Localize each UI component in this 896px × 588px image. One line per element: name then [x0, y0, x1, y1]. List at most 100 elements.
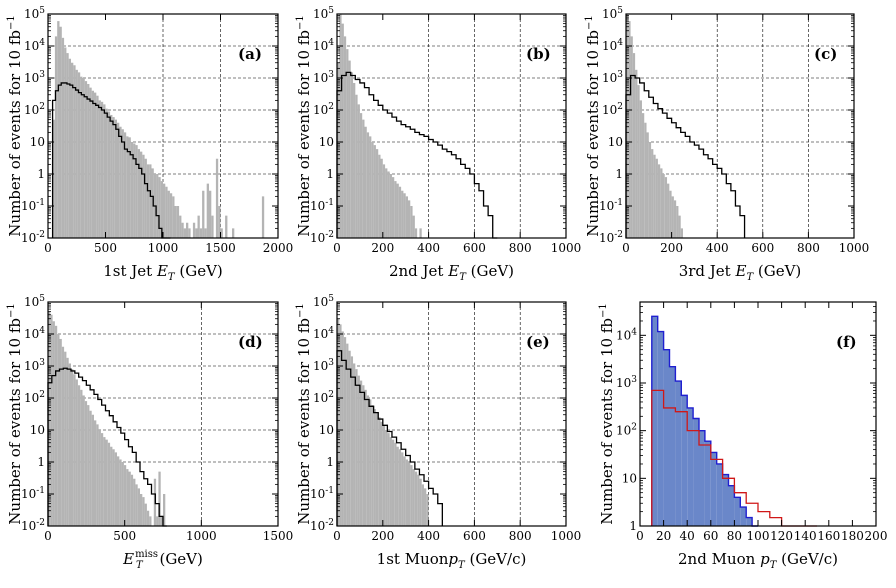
x-tick-label: 60 — [703, 529, 718, 543]
bar-background — [657, 164, 661, 238]
bar-background — [362, 385, 365, 526]
bar-background — [156, 516, 159, 526]
bar-background — [382, 164, 386, 238]
bar-background — [103, 437, 106, 526]
bar-background — [105, 439, 108, 526]
bar-background — [366, 132, 370, 238]
bar-background — [359, 380, 363, 526]
bar-background — [648, 142, 652, 238]
bar-background — [163, 183, 166, 238]
bar-background — [126, 136, 129, 238]
y-tick-label: 103 — [616, 375, 637, 390]
bar-background — [348, 60, 351, 239]
bar-background — [130, 142, 134, 238]
y-axis-label: Number of events for 10 fb−1 — [598, 303, 616, 524]
bar-background — [261, 196, 265, 238]
bar-background — [680, 228, 683, 238]
bar-background — [641, 113, 645, 238]
bar-background — [167, 190, 170, 238]
bar-background — [346, 49, 349, 238]
bar-background — [655, 158, 658, 238]
bar-background — [403, 193, 406, 238]
series-background — [651, 316, 753, 526]
x-tick-label: 200 — [371, 241, 394, 255]
x-tick-label: 0 — [44, 529, 52, 543]
bar-background — [183, 228, 186, 238]
series-background — [48, 311, 166, 526]
bar-background — [339, 324, 342, 526]
y-tick-label: 105 — [24, 294, 45, 309]
bar-background — [117, 122, 120, 238]
bar-background — [158, 471, 161, 526]
bar-background — [385, 430, 388, 526]
bar-background — [630, 36, 633, 239]
bar-background — [202, 190, 205, 238]
bar-background — [84, 401, 88, 526]
series-background — [626, 14, 683, 239]
bar-background — [369, 399, 372, 526]
y-tick-label: 10 — [622, 471, 637, 485]
bar-background — [57, 334, 60, 526]
x-tick-label: 800 — [797, 241, 820, 255]
bar-background — [632, 53, 636, 239]
x-tick-label: 200 — [865, 529, 888, 543]
bar-background — [66, 53, 69, 239]
y-tick-label: 102 — [24, 390, 45, 405]
bar-background — [716, 463, 723, 526]
panel-tag: (a) — [238, 45, 262, 63]
bar-background — [77, 385, 81, 526]
bar-background — [357, 104, 360, 238]
x-tick-label: 1000 — [839, 241, 870, 255]
bar-background — [371, 142, 374, 238]
bar-background — [142, 154, 145, 238]
bar-background — [121, 462, 124, 526]
y-tick-label: 104 — [616, 327, 637, 342]
panel-4: 0 500 1000 1500 10-2 10-1 1 10 102 103 104 105 (d) Em… — [6, 294, 293, 571]
bar-background — [407, 200, 411, 238]
bar-background — [149, 516, 152, 526]
y-tick-label: 105 — [602, 6, 623, 21]
series-background — [337, 14, 422, 239]
y-tick-label: 103 — [313, 70, 334, 85]
series-background — [52, 21, 265, 239]
bar-background — [140, 151, 143, 238]
bar-background — [146, 164, 150, 238]
bar-background — [220, 228, 223, 238]
bar-background — [96, 424, 99, 526]
bar-background — [142, 497, 145, 526]
x-tick-label: 0 — [333, 529, 341, 543]
bar-background — [355, 369, 358, 526]
bar-background — [704, 441, 711, 526]
plot-frame — [336, 301, 567, 527]
bar-background — [385, 168, 388, 238]
bar-background — [339, 14, 342, 238]
bar-background — [199, 228, 203, 238]
y-axis-label: Number of events for 10 fb−1 — [295, 303, 313, 524]
bar-background — [628, 21, 631, 239]
y-tick-label: 102 — [602, 102, 623, 117]
bar-background — [89, 410, 92, 526]
bar-background — [179, 215, 182, 238]
y-axis-label: Number of events for 10 fb−1 — [295, 15, 313, 236]
bar-background — [209, 190, 212, 238]
y-tick-label: 102 — [313, 102, 334, 117]
bar-background — [637, 85, 640, 239]
bar-background — [54, 36, 58, 239]
bar-background — [378, 417, 381, 526]
bar-background — [119, 126, 122, 238]
bar-background — [669, 366, 676, 526]
bar-background — [391, 439, 395, 526]
bar-background — [68, 58, 71, 238]
y-tick-label: 105 — [24, 6, 45, 21]
bar-background — [160, 516, 163, 526]
bar-background — [746, 517, 753, 526]
bar-background — [80, 76, 83, 238]
bar-background — [135, 484, 138, 526]
y-tick-label: 10-1 — [310, 198, 334, 213]
x-tick-label: 1000 — [551, 241, 582, 255]
bar-background — [387, 433, 390, 526]
bar-background — [135, 145, 138, 238]
bar-background — [657, 331, 664, 526]
bar-background — [341, 23, 344, 238]
y-tick-label: 102 — [616, 423, 637, 438]
